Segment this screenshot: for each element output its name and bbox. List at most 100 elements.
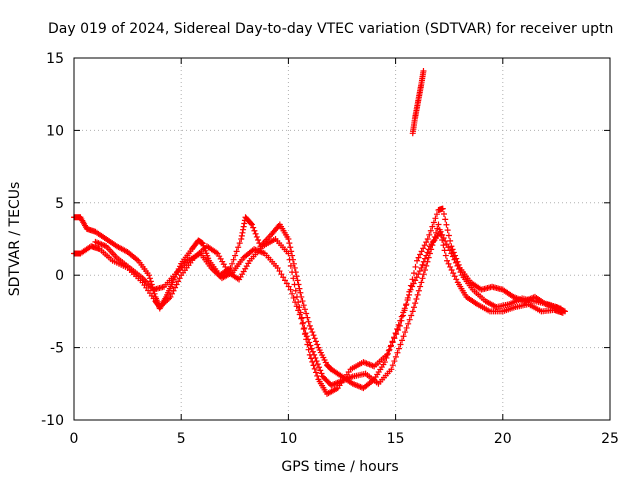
data-point [310,332,317,339]
data-point [388,366,395,373]
data-point [238,232,245,239]
data-point [399,337,406,344]
data-point [282,277,289,284]
data-point [292,287,299,294]
data-point [293,273,300,280]
data-point [176,275,183,282]
data-point [407,286,414,293]
data-point [236,240,243,247]
data-point [410,280,417,287]
data-point [400,333,407,340]
data-point [425,246,432,253]
data-point [397,341,404,348]
y-axis-label: SDTVAR / TECUs [7,182,23,297]
data-point [416,268,423,275]
data-point [394,325,401,332]
data-point [418,264,425,271]
data-point [443,241,450,248]
data-point [299,320,306,327]
data-point [391,358,398,365]
data-point [442,238,449,245]
data-point [146,275,153,282]
x-tick-label: 15 [387,431,405,447]
data-point [399,312,406,319]
data-point [412,277,419,284]
data-point [309,358,316,365]
data-point [285,236,292,242]
data-point [557,305,564,312]
data-point [403,324,410,331]
data-point [430,238,437,245]
data-point [389,339,396,346]
data-point [286,256,293,263]
data-point [290,275,297,282]
data-point [300,319,307,326]
data-point [240,223,247,230]
data-point [439,231,446,238]
data-point [384,350,391,357]
data-point [294,277,301,284]
data-point [409,283,416,290]
data-point [423,262,430,269]
data-point [283,280,290,287]
data-point [415,287,422,294]
data-point [290,260,297,267]
series-trace-c [92,228,564,397]
data-point [274,264,281,271]
data-point [381,359,388,366]
data-point [307,342,314,349]
data-point [435,221,442,228]
data-point [169,290,176,297]
data-point [230,256,237,263]
data-point [235,244,242,251]
data-point [240,226,247,233]
data-point [229,260,236,267]
data-point [406,291,413,298]
data-point [313,358,320,365]
data-point [448,250,455,257]
data-point [175,278,182,285]
data-point [311,365,318,372]
data-point [251,227,258,234]
data-point [287,286,294,293]
data-point [439,205,446,212]
data-point [308,325,315,332]
data-point [291,281,298,288]
data-point [287,262,294,269]
data-point [418,248,425,255]
data-point [433,229,440,236]
data-point [289,252,296,259]
data-point [297,289,304,296]
data-point [312,338,319,345]
data-point [302,330,309,337]
data-point [280,274,287,281]
data-point [304,314,311,321]
data-point [285,283,292,290]
series-trace-a [71,205,568,392]
data-point [424,236,431,242]
data-point [417,283,424,290]
data-point [443,221,450,228]
data-point [241,220,248,227]
data-point [440,234,447,241]
data-point [412,300,419,307]
data-point [309,348,316,355]
plot-frame [73,57,611,421]
data-point [253,233,260,240]
data-point [457,269,464,276]
data-point [305,346,312,353]
data-point [300,302,307,309]
data-point [316,364,323,371]
data-point [404,297,411,304]
y-tick-label: -10 [41,413,64,429]
data-point [292,299,299,306]
data-point [238,236,245,242]
data-point [394,349,401,356]
x-axis-label: GPS time / hours [281,459,398,475]
data-point [451,256,458,263]
data-point [312,369,319,376]
data-point [276,268,283,275]
data-point [403,302,410,309]
data-point [449,246,456,253]
